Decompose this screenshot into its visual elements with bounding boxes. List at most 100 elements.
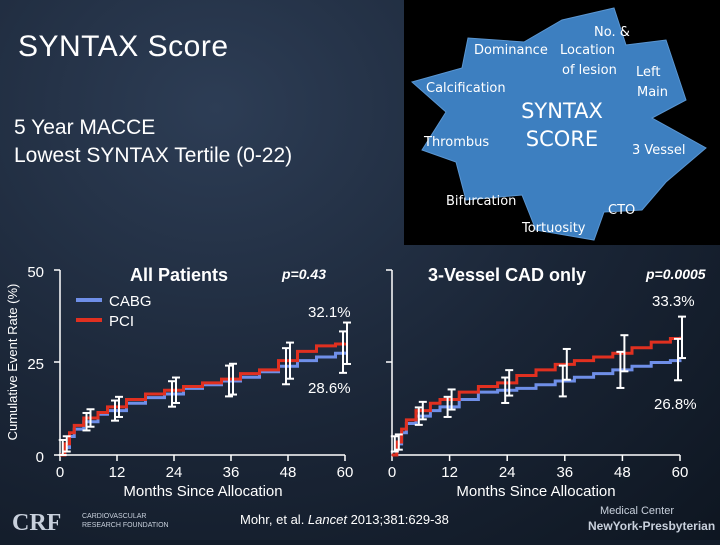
chart1-ytick-label-25: 25 [27,356,44,373]
star-label-main: Main [637,85,668,100]
crf-logo: CRF [12,510,61,536]
chart2-pci-point [477,385,480,388]
chart2-annotation-pci: 33.3% [652,293,695,310]
chart2-cabg-point [516,387,518,390]
star-label-left: Left [636,65,660,80]
y-axis-label: Cumulative Event Rate (%) [5,284,20,441]
chart2-pci-point [405,419,408,421]
chart1-x-axis-label: Months Since Allocation [123,483,282,500]
chart2-pci-point [650,341,652,343]
chart-3-vessel: 0 12 24 36 48 60 3-Vessel CAD only p=0.0005 3… [386,265,706,500]
chart2-pci-point [516,374,518,377]
chart2-cabg-point [439,406,441,408]
subtitle-line-2: Lowest SYNTAX Tertile (0-22) [14,144,293,167]
citation-suffix: 2013;381:629-38 [346,512,449,527]
chart1-xtick-label-48: 48 [280,464,297,481]
crf-logo-text-2: RESEARCH FOUNDATION [82,522,169,529]
medical-center-logo: Medical Center [600,505,674,517]
chart1-xtick-label-24: 24 [166,464,183,481]
chart2-pci-point [415,409,417,412]
chart1-pci-point [182,385,185,388]
chart2-pci-point [573,359,576,362]
star-label-tortuosity: Tortuosity [521,221,586,236]
chart2-cabg-point [535,383,537,386]
chart2-cabg-point [573,376,576,379]
footer-logos: CRF CARDIOVASCULAR RESEARCH FOUNDATION M… [12,505,715,536]
chart2-pci-point [535,369,537,371]
chart2-xtick-label-24: 24 [499,464,516,481]
chart1-pci-point [201,382,204,384]
chart2-series-pci [392,336,682,457]
chart1-pci-point [125,398,128,401]
legend-cabg-label: CABG [109,293,152,310]
chart2-pci-point [458,391,461,393]
chart1-cabg-point [334,352,337,355]
chart2-cabg-point [631,365,633,368]
star-label-bifurcation: Bifurcation [446,194,516,209]
chart1-title: All Patients [130,265,228,285]
chart2-cabg-point [496,389,499,392]
chart2-pci-point [554,363,556,366]
chart2-xtick-label-36: 36 [556,464,573,481]
crf-logo-text-1: CARDIOVASCULAR [82,513,146,520]
chart2-pci-point [429,402,432,405]
chart1-pci-point [344,342,346,345]
chart1-pci-point [296,350,299,353]
chart1-pci-point [315,345,318,347]
chart2-series-cabg [392,359,682,457]
chart1-cabg-point [344,351,346,353]
chart1-xtick-label-0: 0 [56,464,64,481]
chart2-pci-point [496,382,499,384]
chart1-pci-point [82,417,85,419]
chart1-pci-point [258,369,261,371]
syntax-star-shape [410,7,707,241]
star-label-3-vessel: 3 Vessel [632,143,685,158]
chart1-xtick-label-36: 36 [223,464,240,481]
citation-journal: Lancet [307,512,347,527]
chart1-pci-point [277,359,280,362]
subtitle-line-1: 5 Year MACCE [14,116,156,139]
chart1-pci-point [144,393,147,395]
star-label-no: No. & [594,25,630,40]
chart2-xtick-label-48: 48 [614,464,631,481]
chart2-pci-point [391,454,393,456]
chart1-ytick-label-50: 50 [27,264,44,281]
chart1-annotation-pci: 32.1% [308,304,351,321]
legend-pci-label: PCI [109,313,134,330]
chart1-pci-point [220,378,223,380]
chart1-pci-point [97,411,99,414]
chart1-series-cabg [60,351,347,457]
chart1-series-pci [60,342,347,457]
chart1-annotation-cabg: 28.6% [308,380,351,397]
chart2-pci-point [612,352,614,355]
chart2-xtick-label-12: 12 [441,464,458,481]
chart2-pci-point [396,441,398,443]
syntax-score-panel: SYNTAX SCORE No. & Dominance Location of… [404,0,720,245]
chart1-pci-point [239,372,242,375]
chart2-cabg-point [650,361,652,364]
chart2-pci-point [439,398,441,401]
chart2-pci-point [631,346,633,349]
star-label-dominance: Dominance [474,43,548,58]
star-label-location: Location [560,43,615,58]
chart2-p-value: p=0.0005 [645,266,706,282]
chart2-pci-point [679,336,681,339]
star-label-thrombus: Thrombus [423,135,489,150]
chart2-cabg-point [679,358,681,361]
citation: Mohr, et al. Lancet 2013;381:629-38 [240,512,449,527]
chart2-x-axis-label: Months Since Allocation [456,483,615,500]
star-label-cto: CTO [608,203,635,218]
star-label-calcification: Calcification [426,81,506,96]
chart1-p-value: p=0.43 [281,266,326,282]
chart2-pci-point [400,428,403,430]
chart1-pci-point [73,424,76,427]
chart1-cabg-point [315,356,318,358]
chart2-cabg-point [592,372,595,375]
star-label-oflesion: of lesion [562,63,617,78]
chart2-pci-point [669,337,672,340]
citation-prefix: Mohr, et al. [240,512,308,527]
chart2-cabg-point [612,369,614,371]
chart1-pci-point [63,443,66,445]
chart1-pci-point [68,432,71,434]
